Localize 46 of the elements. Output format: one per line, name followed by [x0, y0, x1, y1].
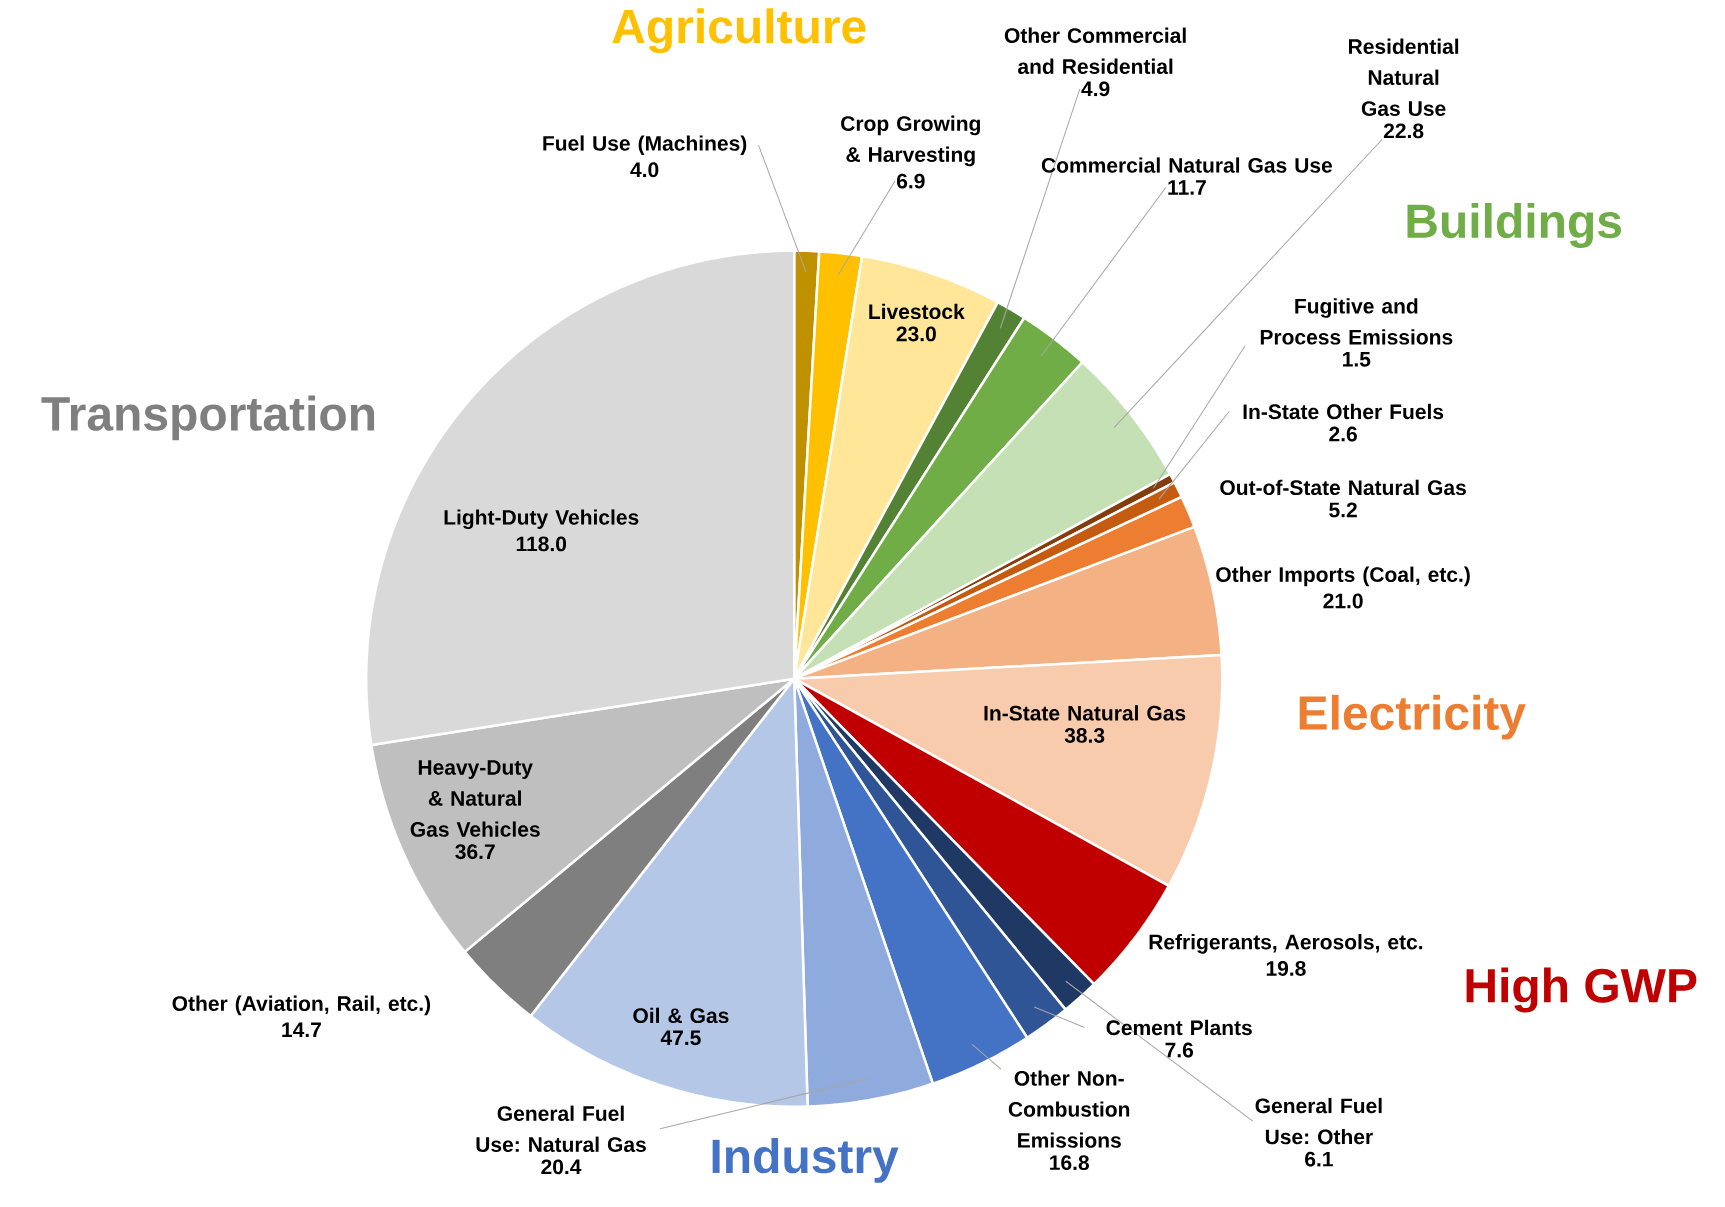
- data-label: 6.9: [896, 173, 925, 189]
- slice-label: Other Commercial and Residential: [1004, 27, 1186, 74]
- slice-label: Livestock: [869, 303, 965, 320]
- slice-label: In-State Natural Gas: [984, 705, 1186, 721]
- data-label: 19.8: [1266, 961, 1306, 976]
- text: Industry: [712, 1138, 899, 1183]
- data-label: 23.0: [896, 326, 936, 342]
- data-label: 36.7: [455, 844, 495, 860]
- data-label: 22.8: [1383, 123, 1424, 139]
- text: Electricity: [1299, 694, 1526, 740]
- slice-label: Other Imports (Coal, etc.): [1216, 566, 1470, 587]
- text: High GWP: [1466, 967, 1697, 1013]
- slice-label: Fugitive and Process Emissions: [1260, 298, 1453, 345]
- slice-label: Oil & Gas: [633, 1007, 729, 1024]
- slice-label: General Fuel Use: Natural Gas: [476, 1105, 646, 1152]
- data-label: 11.7: [1168, 180, 1206, 195]
- data-label: 7.6: [1165, 1042, 1194, 1058]
- data-label: 38.3: [1064, 728, 1105, 743]
- slice-label: In-State Other Fuels: [1243, 403, 1444, 420]
- slice-label: Fuel Use (Machines): [543, 135, 747, 155]
- text: Agriculture: [612, 8, 866, 54]
- slice-label: Light-Duty Vehicles: [444, 509, 639, 530]
- slice-label: Residential Natural Gas Use: [1349, 38, 1459, 116]
- data-label: 20.4: [541, 1159, 582, 1175]
- slice-label: Other Non-Combustion Emissions: [1008, 1070, 1130, 1148]
- data-label: 2.6: [1329, 426, 1357, 442]
- slice-label: Commercial Natural Gas Use: [1041, 157, 1333, 173]
- slice-label: Cement Plants: [1106, 1019, 1252, 1036]
- slice-label: Out-of-State Natural Gas: [1220, 479, 1466, 496]
- data-label: 118.0: [516, 536, 567, 552]
- data-label: 5.2: [1329, 502, 1357, 518]
- data-label: 21.0: [1323, 593, 1363, 609]
- slice-label: Crop Growing & Harvesting: [841, 115, 980, 167]
- slice-label: Other (Aviation, Rail, etc.): [172, 995, 431, 1016]
- slice-label: Refrigerants, Aerosols, etc.: [1149, 933, 1423, 954]
- data-label: 1.5: [1343, 352, 1371, 367]
- slice-label: Heavy-Duty & Natural Gas Vehicles: [410, 760, 540, 837]
- data-label: 16.8: [1050, 1155, 1089, 1171]
- slice-label: General Fuel Use: Other: [1255, 1097, 1382, 1145]
- data-label: 14.7: [282, 1022, 321, 1038]
- text: Transportation: [41, 395, 375, 441]
- data-label: 47.5: [660, 1030, 701, 1046]
- data-label: 6.1: [1305, 1151, 1333, 1167]
- text: Buildings: [1407, 203, 1622, 248]
- data-label: 4.0: [630, 162, 659, 178]
- data-label: 4.9: [1081, 81, 1110, 97]
